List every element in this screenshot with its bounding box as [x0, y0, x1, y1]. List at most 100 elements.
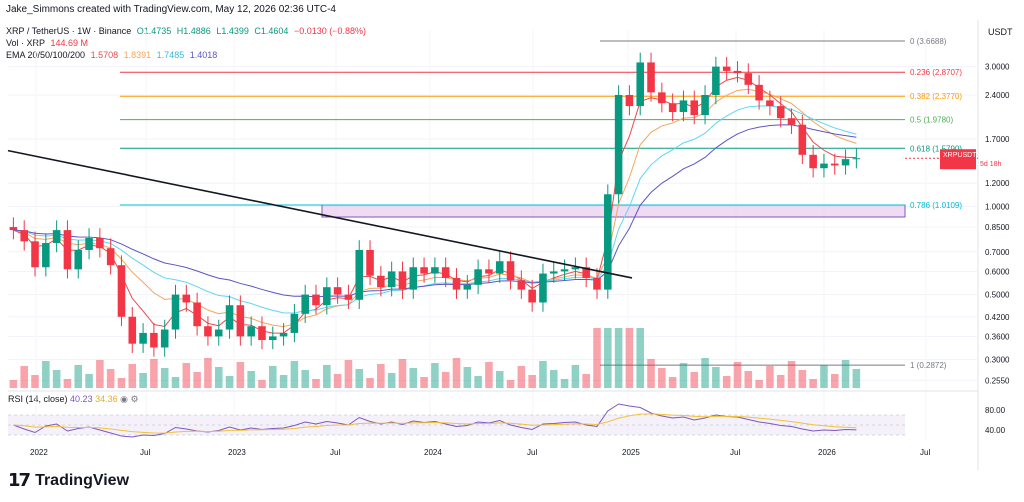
candle-body	[268, 336, 277, 340]
fib-label: 0.618 (1.5790)	[910, 144, 962, 153]
volume-bar	[787, 361, 796, 388]
candle-body	[485, 269, 493, 274]
volume-bar	[528, 375, 536, 388]
ema100-value: 1.7485	[156, 50, 185, 60]
volume-line[interactable]: Vol · XRP 144.69 M	[6, 38, 91, 49]
candle-body	[150, 332, 158, 348]
ema-line[interactable]: EMA 20/50/100/200 1.5708 1.8391 1.7485 1…	[6, 50, 220, 61]
volume-bar	[852, 369, 861, 388]
last-price-symbol: XRPUSDT	[943, 152, 977, 159]
candle-body	[668, 103, 677, 112]
candle-body	[42, 243, 50, 268]
ema200-line	[13, 124, 857, 298]
candle-body	[106, 248, 115, 266]
candle-body	[593, 277, 601, 290]
volume-bar	[312, 379, 320, 388]
support-zone	[321, 204, 906, 218]
volume-bar	[766, 366, 774, 388]
candle-body	[820, 163, 828, 169]
volume-bar	[323, 365, 331, 388]
currency-label: USDT	[988, 27, 1013, 37]
rsi-label: RSI (14, close)	[8, 394, 68, 404]
volume-bar	[820, 365, 828, 388]
volume-bar	[258, 380, 266, 388]
candle-body	[441, 267, 450, 278]
support-zone-rect	[321, 204, 906, 218]
candle-body	[474, 269, 482, 285]
candle-body	[214, 329, 223, 337]
symbol-text[interactable]: XRP / TetherUS · 1W · Binance	[6, 26, 132, 36]
candle-body	[193, 302, 201, 327]
rsi-legend[interactable]: RSI (14, close) 40.23 34.36 ◉ ⚙	[8, 394, 139, 405]
fib-label: 0.786 (1.0109)	[910, 201, 962, 210]
rsi-pane: 80.00 40.00	[8, 390, 1006, 438]
candle-body	[139, 332, 147, 344]
candle-body	[117, 265, 126, 317]
candle-body	[560, 269, 569, 272]
volume-bar	[690, 372, 699, 388]
price-tick-label: 0.3600	[985, 332, 1010, 341]
price-tick-label: 0.4200	[985, 313, 1010, 322]
visibility-icon[interactable]: ◉	[120, 394, 128, 404]
candle-body	[495, 261, 504, 274]
price-tick-label: 2.4000	[985, 91, 1010, 100]
volume-bar	[117, 378, 126, 388]
volume-bar	[106, 369, 115, 388]
ohlc-change: −0.0130 (−0.88%)	[293, 26, 366, 36]
volume-bar	[712, 367, 720, 388]
candle-body	[776, 106, 785, 119]
volume-bar	[301, 370, 309, 388]
volume-bar	[96, 360, 104, 388]
candle-body	[463, 284, 472, 290]
candle-body	[431, 267, 439, 274]
volume-bar	[225, 376, 234, 388]
volume-bar	[463, 367, 472, 388]
ohlc-open: O1.4735	[136, 26, 172, 36]
volume-bar	[171, 377, 180, 388]
volume-bar	[204, 358, 212, 388]
rsi-value: 40.23	[70, 394, 93, 404]
volume-bar	[150, 359, 158, 388]
price-tick-label: 0.3000	[985, 356, 1010, 365]
volume-bar	[431, 363, 439, 388]
fib-levels: 0 (3.6688) 0.236 (2.8707) 0.382 (2.3770) 0.…	[120, 37, 962, 370]
ema20-value: 1.5708	[90, 50, 119, 60]
volume-bar	[160, 368, 169, 388]
price-tick-label: 0.7000	[985, 248, 1010, 257]
candle-body	[539, 273, 547, 303]
volume-bar	[560, 379, 569, 388]
candle-body	[160, 329, 169, 348]
candle-body	[701, 95, 709, 116]
volume-bar	[268, 366, 277, 388]
volume-bar	[247, 371, 255, 388]
candle-body	[809, 154, 817, 169]
candle-body	[182, 294, 191, 303]
candle-body	[225, 305, 234, 330]
volume-bar	[549, 370, 558, 388]
volume-bar	[593, 328, 601, 388]
volume-bar	[377, 364, 385, 388]
candle-body	[528, 289, 536, 303]
time-tick-label: Jul	[140, 448, 150, 457]
tradingview-logo[interactable]: 𝟭𝟳 TradingView	[8, 470, 129, 491]
volume-bar	[452, 358, 461, 388]
volume-bar	[776, 375, 785, 388]
ema20-line	[13, 76, 857, 334]
candle-body	[647, 62, 655, 93]
candle-body	[452, 277, 461, 290]
ohlc-close: C1.4604	[254, 26, 289, 36]
volume-bar	[625, 328, 634, 388]
candle-body	[712, 66, 720, 96]
ema100-line	[13, 105, 857, 314]
candle-body	[279, 332, 288, 337]
time-tick-label: Jul	[330, 448, 340, 457]
settings-icon[interactable]: ⚙	[130, 394, 139, 404]
ema-lines	[13, 76, 857, 334]
candle-body	[658, 92, 666, 104]
last-price-value: 1.4604	[979, 150, 1002, 159]
candle-body	[355, 249, 364, 300]
price-tick-label: 0.2550	[985, 376, 1010, 385]
candle-body	[323, 287, 331, 306]
volume-bar	[485, 362, 493, 388]
